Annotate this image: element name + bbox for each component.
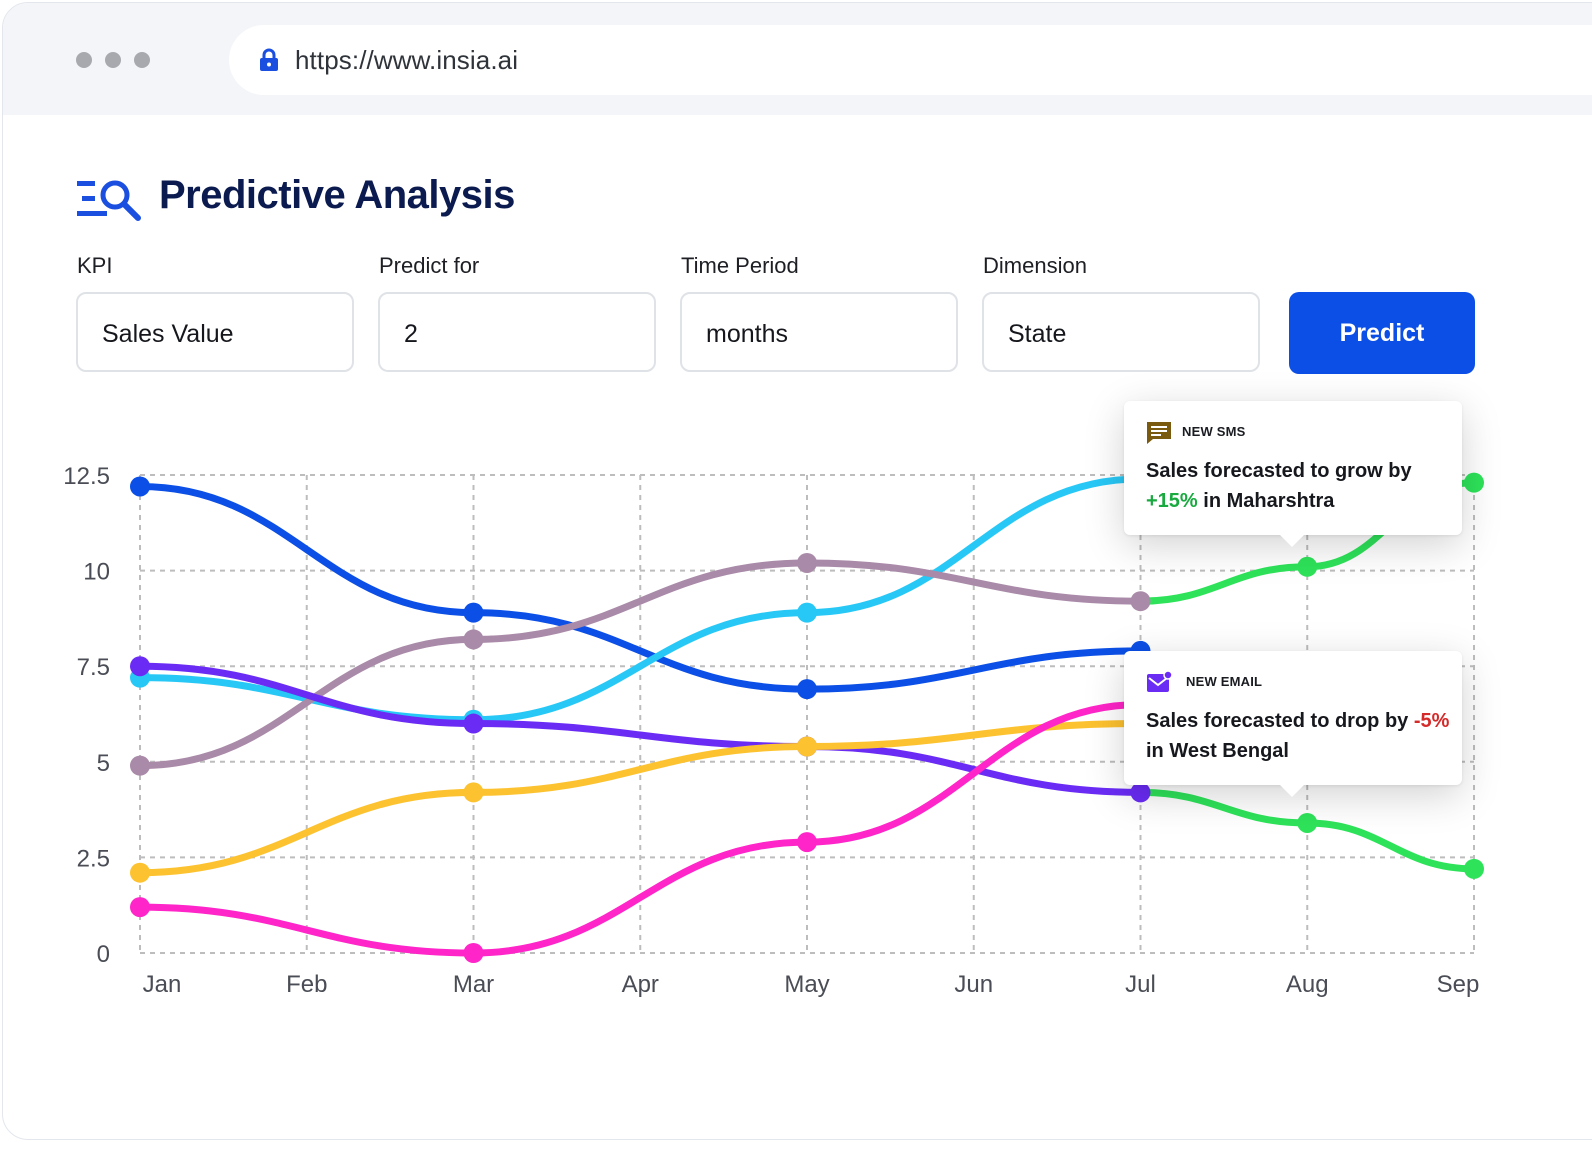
- x-tick-label: Feb: [286, 971, 327, 998]
- x-tick-label: Aug: [1286, 971, 1329, 998]
- x-tick-label: Sep: [1437, 971, 1480, 998]
- message-icon: [1147, 422, 1171, 444]
- y-tick-label: 7.5: [77, 654, 110, 681]
- predict-button[interactable]: Predict: [1289, 292, 1475, 374]
- email-message-text: Sales forecasted to drop by: [1146, 710, 1414, 732]
- dimension-label: Dimension: [983, 253, 1087, 278]
- data-point: [463, 713, 484, 734]
- address-bar[interactable]: https://www.insia.ai: [229, 25, 1592, 95]
- y-tick-label: 2.5: [77, 845, 110, 872]
- time-period-field[interactable]: months: [680, 292, 958, 372]
- x-tick-label: Jan: [143, 971, 182, 998]
- email-message-region: in West Bengal: [1146, 740, 1289, 762]
- email-tag: NEW EMAIL: [1186, 674, 1263, 689]
- sms-message-region: in Maharshtra: [1197, 490, 1335, 512]
- kpi-field[interactable]: Sales Value: [76, 292, 354, 372]
- lock-icon: [260, 48, 278, 71]
- data-point: [797, 736, 817, 757]
- forecast-point: [1297, 556, 1318, 577]
- data-point: [130, 476, 150, 497]
- email-change-value: -5%: [1413, 710, 1450, 732]
- x-tick-label: Jul: [1125, 971, 1156, 998]
- predict-for-field[interactable]: 2: [378, 292, 656, 372]
- data-point: [797, 602, 817, 623]
- data-point: [797, 679, 817, 700]
- data-point: [1130, 782, 1151, 803]
- sms-tag: NEW SMS: [1182, 424, 1246, 439]
- sms-message-text: Sales forecasted to grow by: [1146, 460, 1412, 482]
- browser-toolbar: https://www.insia.ai: [3, 3, 1592, 115]
- kpi-value: Sales Value: [102, 320, 234, 348]
- time-period-label: Time Period: [681, 253, 799, 278]
- data-point: [463, 782, 484, 803]
- series-line: [136, 662, 1144, 796]
- window-controls: [76, 52, 150, 68]
- window-dot[interactable]: [76, 52, 92, 68]
- data-point: [463, 629, 484, 650]
- data-point: [130, 862, 150, 883]
- url-text[interactable]: https://www.insia.ai: [295, 45, 519, 75]
- data-point: [130, 755, 150, 776]
- window-dot[interactable]: [105, 52, 121, 68]
- predict-for-label: Predict for: [379, 253, 480, 278]
- window-dot[interactable]: [134, 52, 150, 68]
- y-tick-label: 10: [83, 559, 110, 586]
- dimension-value: State: [1008, 320, 1067, 348]
- forecast-point: [1464, 472, 1484, 493]
- y-tick-label: 0: [97, 941, 110, 968]
- data-point: [130, 897, 150, 918]
- series-line: [136, 559, 1144, 770]
- data-point: [130, 656, 150, 677]
- email-icon: [1147, 671, 1172, 692]
- dimension-field[interactable]: State: [982, 292, 1260, 372]
- x-tick-label: Mar: [453, 971, 494, 998]
- sms-notification[interactable]: NEW SMS Sales forecasted to grow by +15%…: [1124, 401, 1462, 547]
- x-tick-label: May: [784, 971, 829, 998]
- data-point: [1130, 591, 1151, 612]
- y-tick-label: 12.5: [63, 463, 110, 490]
- email-message: Sales forecasted to drop by -5% in West …: [1146, 706, 1451, 766]
- forecast-point: [1464, 858, 1484, 879]
- kpi-label: KPI: [77, 253, 113, 278]
- sms-change-value: +15%: [1146, 490, 1198, 512]
- page-title: Predictive Analysis: [159, 173, 515, 217]
- x-tick-label: Jun: [954, 971, 993, 998]
- y-tick-label: 5: [97, 750, 110, 777]
- predict-for-value: 2: [404, 320, 418, 348]
- sms-message: Sales forecasted to grow by +15% in Maha…: [1146, 456, 1451, 516]
- data-point: [797, 552, 817, 573]
- time-period-value: months: [706, 320, 788, 348]
- series-line: [136, 700, 1144, 957]
- search-list-icon: [77, 180, 141, 221]
- data-point: [797, 832, 817, 853]
- forecast-point: [1297, 812, 1318, 833]
- x-tick-label: Apr: [622, 971, 659, 998]
- data-point: [463, 602, 484, 623]
- series-line: [136, 720, 1144, 877]
- data-point: [463, 943, 484, 963]
- email-notification[interactable]: NEW EMAIL Sales forecasted to drop by -5…: [1124, 651, 1462, 797]
- series-line: [136, 482, 1144, 693]
